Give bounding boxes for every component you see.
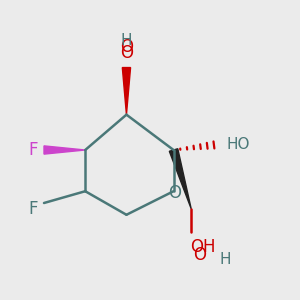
Text: F: F [28,200,38,218]
Text: HO: HO [226,136,250,152]
Polygon shape [122,68,130,115]
Polygon shape [169,149,191,209]
Text: O: O [169,184,182,202]
Text: O: O [194,246,207,264]
Text: F: F [28,141,38,159]
Text: H: H [121,33,132,48]
Text: OH: OH [190,238,216,256]
Text: O: O [120,44,133,62]
Polygon shape [44,146,85,154]
Text: H: H [219,252,231,267]
Text: O: O [120,38,133,56]
